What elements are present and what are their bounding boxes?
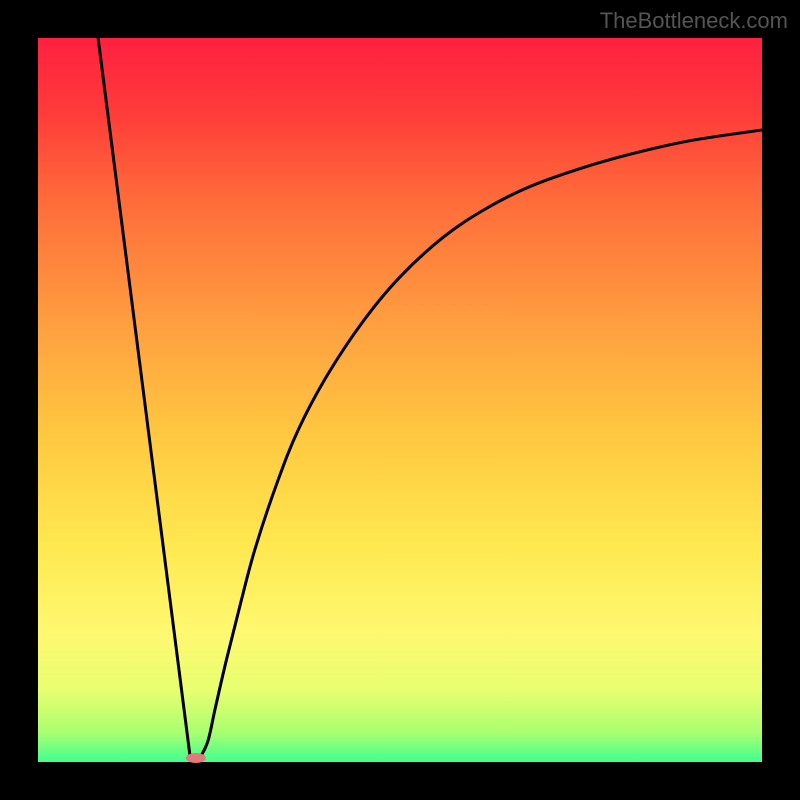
bottleneck-chart	[0, 0, 800, 800]
plot-background	[38, 38, 762, 762]
watermark-text: TheBottleneck.com	[600, 8, 788, 34]
minimum-marker	[186, 753, 206, 763]
chart-container: TheBottleneck.com	[0, 0, 800, 800]
